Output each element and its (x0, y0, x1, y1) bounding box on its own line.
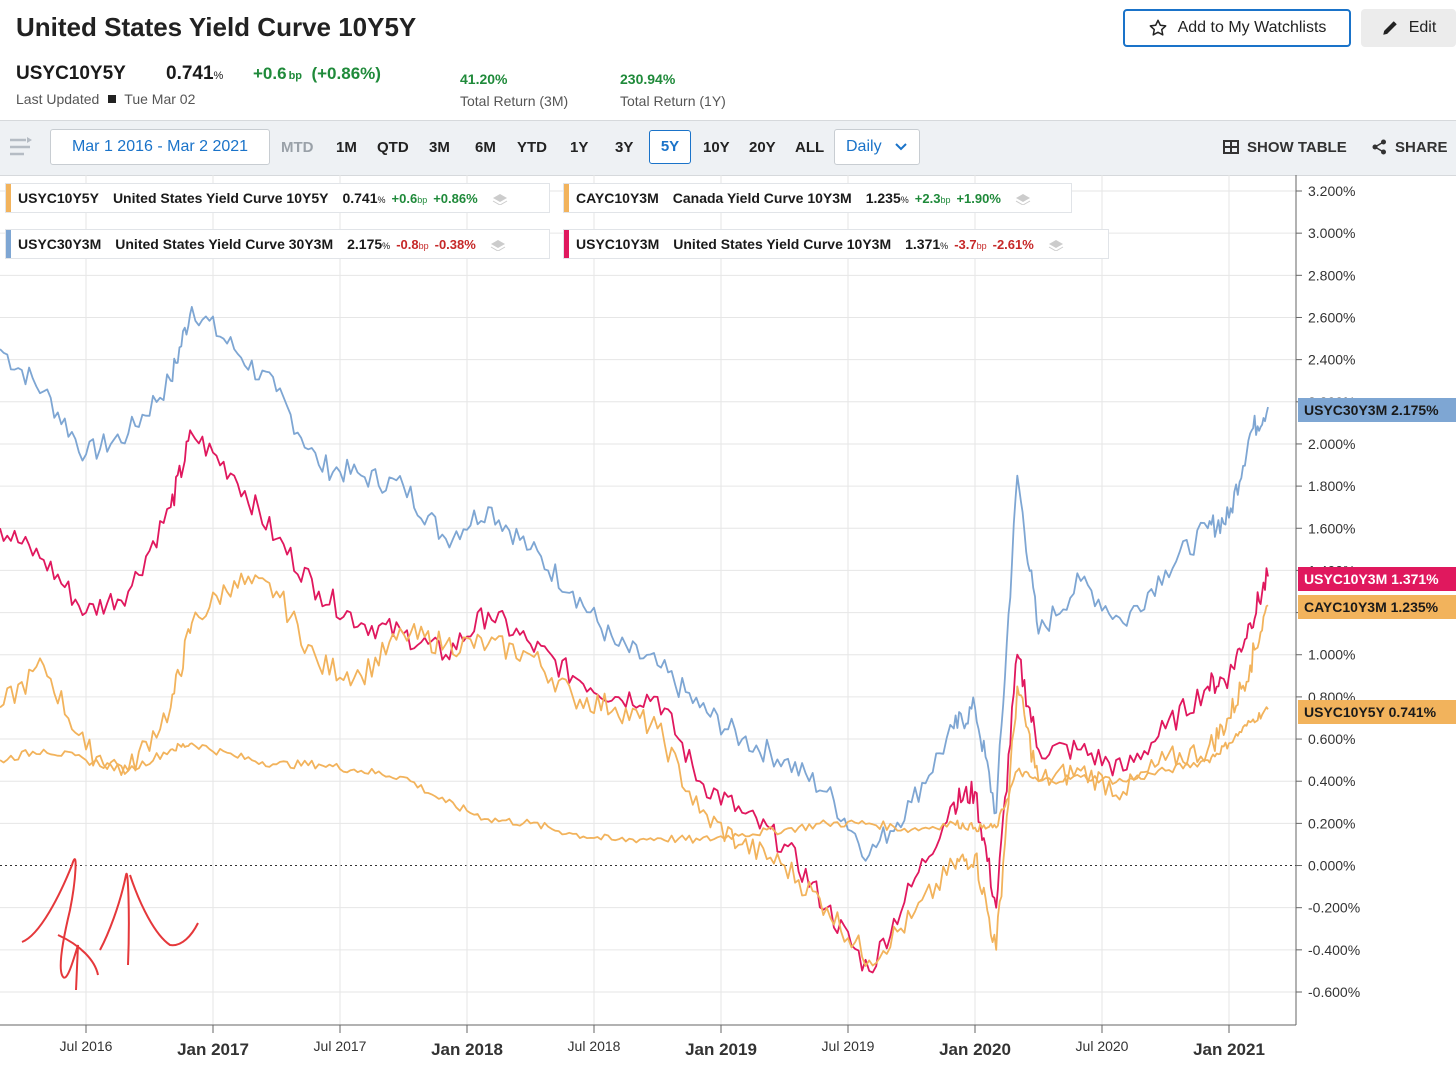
series-line-usyc10y5y (0, 706, 1269, 844)
chart-toolbar: Mar 1 2016 - Mar 2 2021 MTD 1M QTD 3M 6M… (0, 120, 1456, 176)
last-value-badge (1298, 595, 1456, 619)
total-return-3m-label: Total Return (3M) (460, 93, 569, 109)
range-mtd[interactable]: MTD (281, 139, 314, 156)
last-updated: Last Updated Tue Mar 02 (16, 91, 196, 107)
edit-button[interactable]: Edit (1361, 9, 1456, 47)
total-return-3m-value: 41.20% (460, 71, 508, 87)
last-value-label: USYC10Y5Y 0.741% (1304, 704, 1437, 720)
y-tick-label: -0.600% (1308, 984, 1360, 1000)
y-tick-label: 3.200% (1308, 183, 1355, 199)
x-tick-label: Jul 2020 (1076, 1038, 1129, 1054)
range-1y[interactable]: 1Y (570, 139, 589, 156)
x-tick-label: Jan 2018 (431, 1040, 503, 1059)
range-ytd[interactable]: YTD (517, 139, 547, 156)
y-tick-label: 2.400% (1308, 352, 1355, 368)
ticker-symbol: USYC10Y5Y (16, 63, 126, 84)
total-return-1y-value: 230.94% (620, 71, 676, 87)
last-value-badge (1298, 398, 1456, 422)
range-3y[interactable]: 3Y (615, 139, 634, 156)
range-all[interactable]: ALL (795, 139, 825, 156)
y-tick-label: 1.000% (1308, 647, 1355, 663)
collapse-menu-icon[interactable] (10, 136, 34, 158)
range-6m[interactable]: 6M (475, 139, 496, 156)
y-tick-label: 2.600% (1308, 309, 1355, 325)
show-table-button[interactable]: SHOW TABLE (1247, 139, 1347, 156)
y-tick-label: -0.200% (1308, 900, 1360, 916)
last-value-badge (1298, 700, 1456, 724)
last-value-label: USYC10Y3M 1.371% (1304, 571, 1439, 587)
total-return-1y-label: Total Return (1Y) (620, 93, 726, 109)
last-value-label: USYC30Y3M 2.175% (1304, 402, 1439, 418)
page-title: United States Yield Curve 10Y5Y (16, 12, 417, 42)
last-value-label: CAYC10Y3M 1.235% (1304, 599, 1439, 615)
x-tick-label: Jul 2017 (314, 1038, 367, 1054)
y-tick-label: 0.600% (1308, 731, 1355, 747)
pencil-icon (1382, 21, 1397, 35)
range-1m[interactable]: 1M (336, 139, 357, 156)
layers-icon[interactable] (490, 237, 506, 251)
legend-cayc10y3m[interactable]: CAYC10Y3M Canada Yield Curve 10Y3M 1.235… (563, 183, 1072, 213)
star-icon (1149, 19, 1167, 36)
x-tick-label: Jul 2016 (60, 1038, 113, 1054)
y-tick-label: -0.400% (1308, 942, 1360, 958)
y-tick-label: 2.800% (1308, 267, 1355, 283)
range-3m[interactable]: 3M (429, 139, 450, 156)
price-value: 0.741% (166, 63, 224, 84)
y-tick-label: 2.000% (1308, 436, 1355, 452)
x-tick-label: Jul 2018 (568, 1038, 621, 1054)
series-line-usyc10y3m (0, 429, 1269, 974)
price-change: +0.6 bp (+0.86%) (253, 64, 381, 83)
handwritten-signature (21, 858, 199, 991)
legend-usyc30y3m[interactable]: USYC30Y3M United States Yield Curve 30Y3… (5, 229, 550, 259)
date-range-picker[interactable]: Mar 1 2016 - Mar 2 2021 (50, 129, 270, 165)
y-tick-label: 0.200% (1308, 815, 1355, 831)
series-line-usyc30y3m (0, 305, 1269, 862)
x-tick-label: Jan 2019 (685, 1040, 757, 1059)
legend-usyc10y3m[interactable]: USYC10Y3M United States Yield Curve 10Y3… (563, 229, 1109, 259)
share-icon (1372, 139, 1386, 155)
x-tick-label: Jan 2020 (939, 1040, 1011, 1059)
add-to-watchlist-button[interactable]: Add to My Watchlists (1123, 9, 1351, 47)
share-button[interactable]: SHARE (1395, 139, 1448, 156)
last-value-badge (1298, 567, 1456, 591)
chevron-down-icon (895, 143, 907, 151)
edit-label: Edit (1408, 19, 1437, 36)
layers-icon[interactable] (492, 191, 508, 205)
frequency-select[interactable]: Daily (834, 129, 920, 165)
legend-usyc10y5y[interactable]: USYC10Y5Y United States Yield Curve 10Y5… (5, 183, 550, 213)
table-icon (1223, 140, 1239, 154)
y-tick-label: 1.800% (1308, 478, 1355, 494)
y-tick-label: 0.400% (1308, 773, 1355, 789)
yield-chart: 3.200%3.000%2.800%2.600%2.400%2.200%2.00… (0, 175, 1456, 1059)
range-qtd[interactable]: QTD (377, 139, 409, 156)
watchlist-label: Add to My Watchlists (1177, 19, 1327, 36)
layers-icon[interactable] (1015, 191, 1031, 205)
y-tick-label: 3.000% (1308, 225, 1355, 241)
range-5y[interactable]: 5Y (649, 130, 691, 164)
y-tick-label: 0.000% (1308, 858, 1355, 874)
x-tick-label: Jan 2021 (1193, 1040, 1265, 1059)
range-20y[interactable]: 20Y (749, 139, 776, 156)
range-10y[interactable]: 10Y (703, 139, 730, 156)
x-tick-label: Jul 2019 (822, 1038, 875, 1054)
layers-icon[interactable] (1048, 237, 1064, 251)
x-tick-label: Jan 2017 (177, 1040, 249, 1059)
series-line-cayc10y3m (0, 572, 1269, 967)
y-tick-label: 1.600% (1308, 520, 1355, 536)
